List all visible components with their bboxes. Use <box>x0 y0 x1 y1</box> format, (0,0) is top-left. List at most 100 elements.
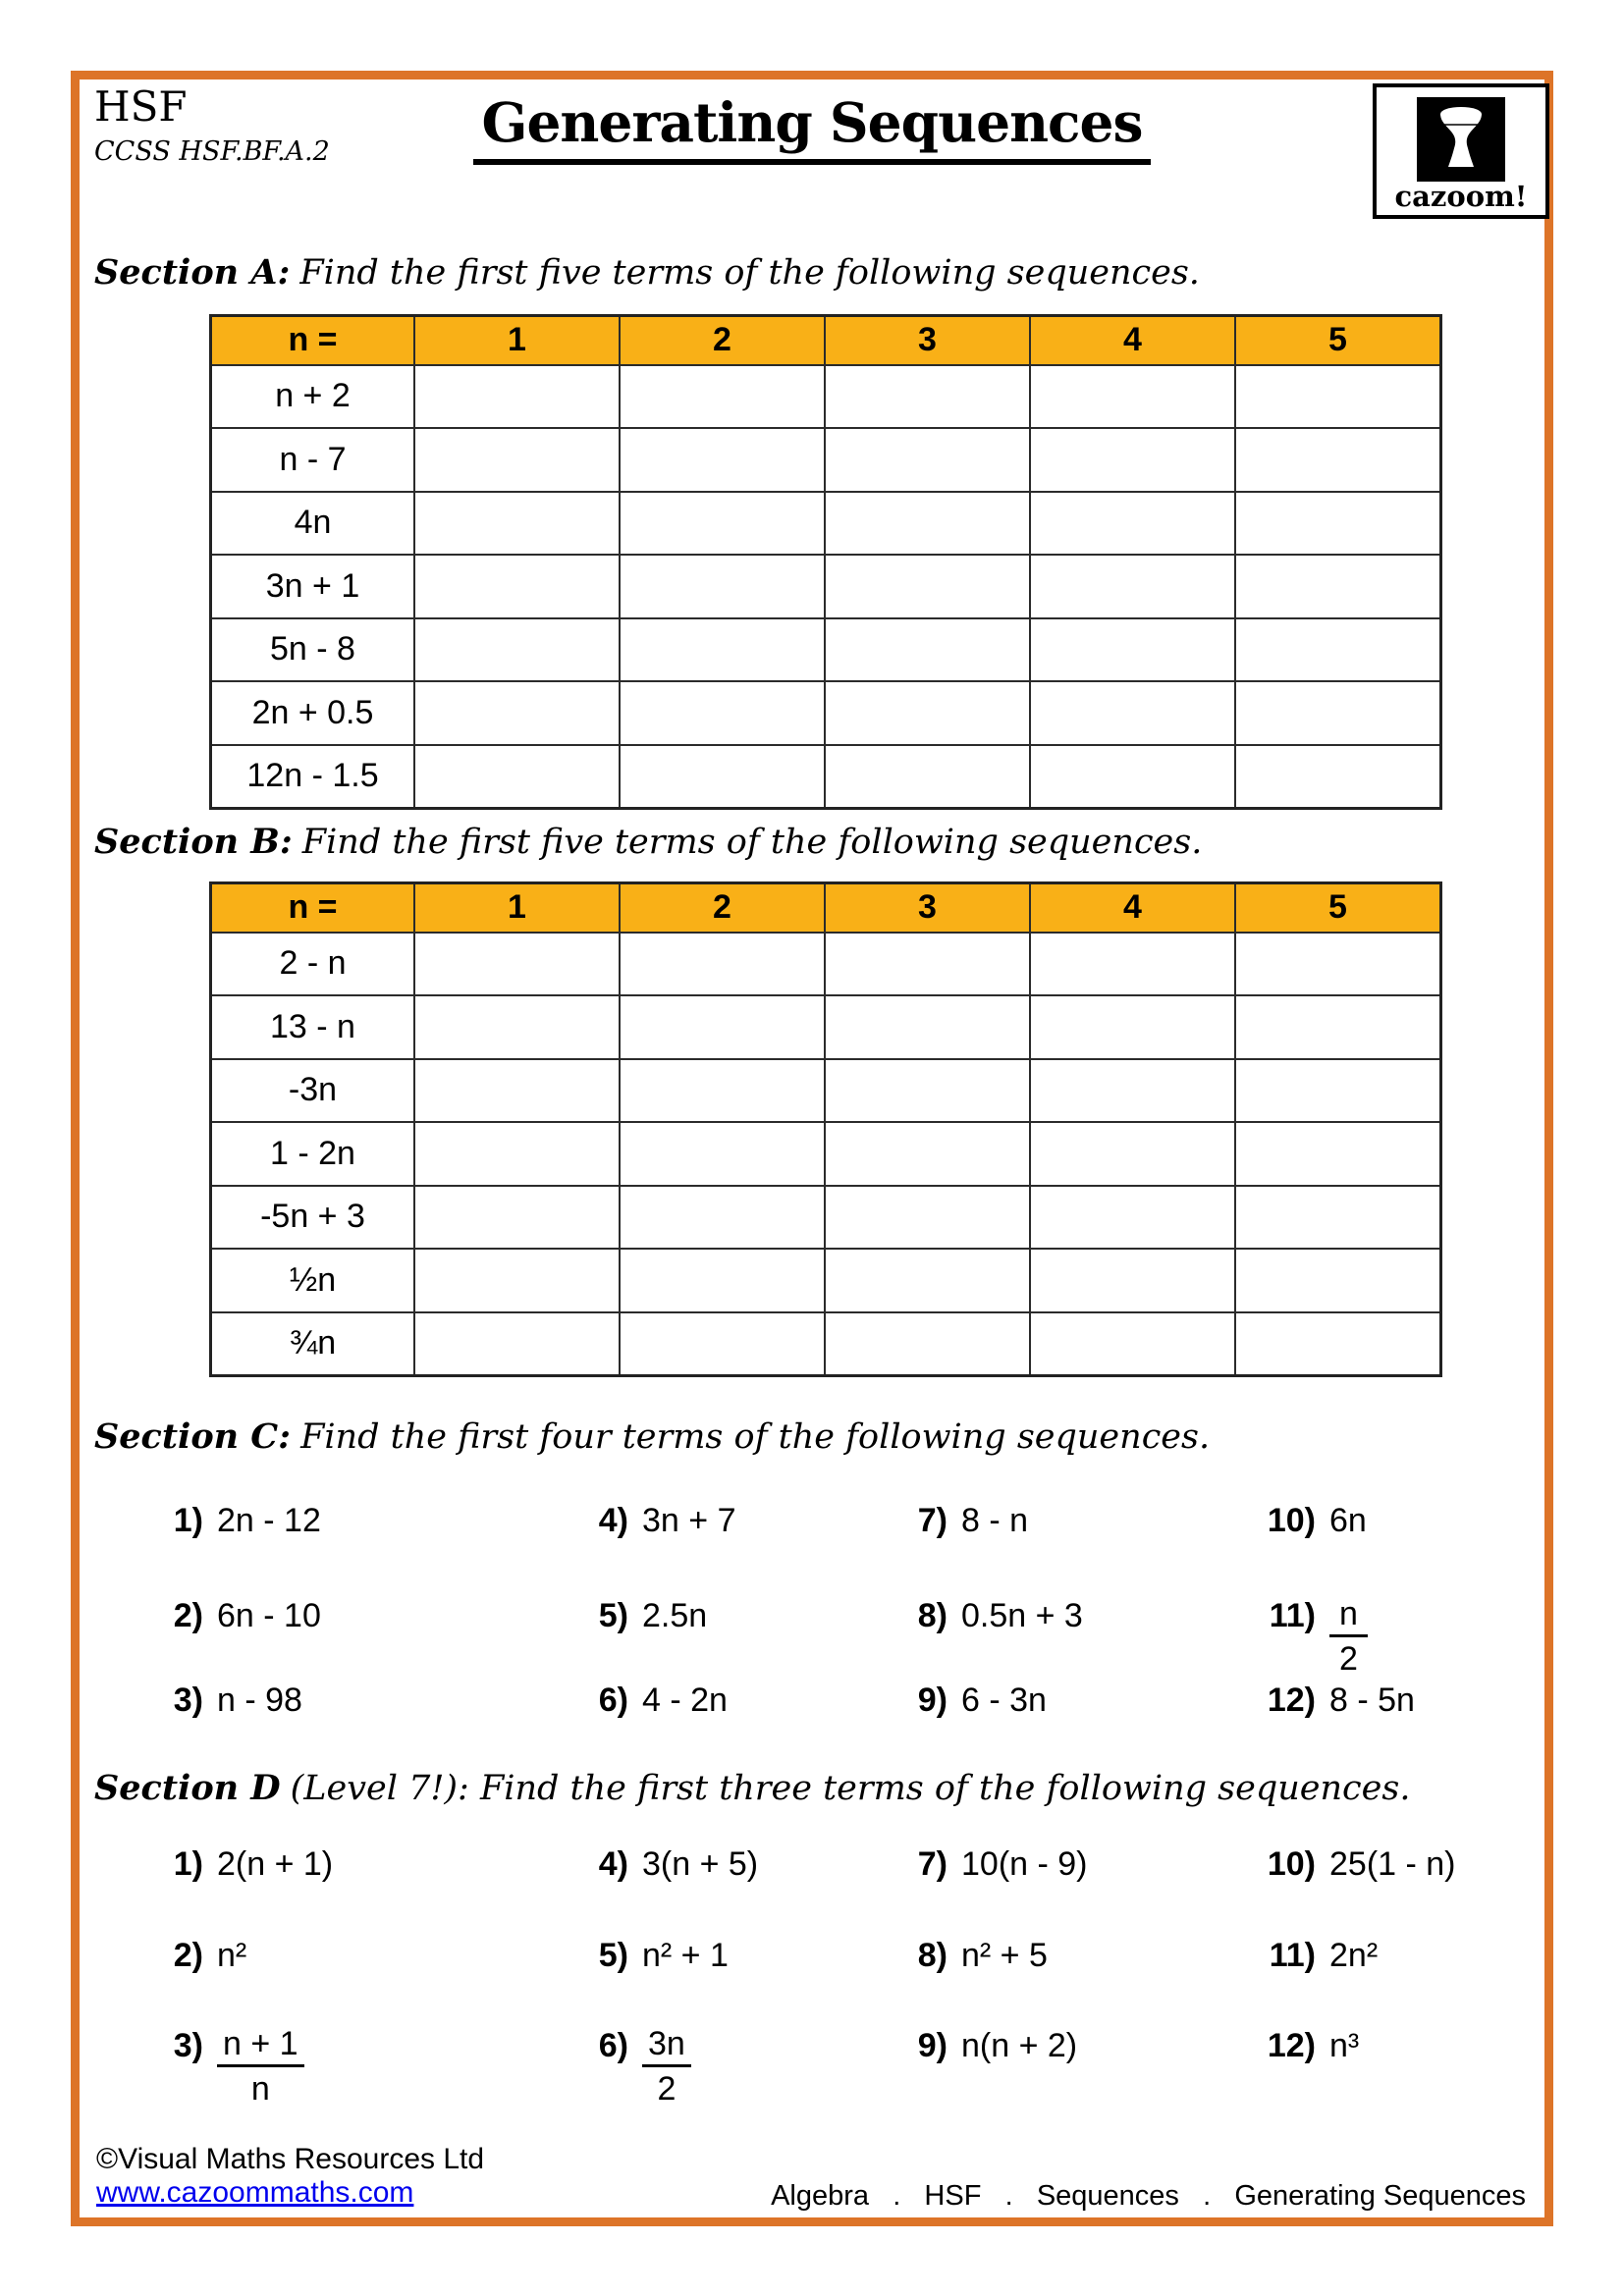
answer-cell <box>413 490 621 556</box>
problem-c6: 6) 4 - 2n <box>598 1682 728 1719</box>
problem-c10: 10) 6n <box>1267 1502 1367 1539</box>
worksheet-code: HSF <box>94 82 188 131</box>
header-cell-3: 3 <box>824 314 1031 366</box>
answer-cell <box>824 490 1031 556</box>
section-a-heading: Section A: Find the first five terms of t… <box>94 251 1200 294</box>
header-cell-4: 4 <box>1029 314 1236 366</box>
section-b-instruction: Find the first five terms of the followi… <box>301 823 1203 862</box>
answer-cell <box>1234 1057 1442 1123</box>
problem-c5: 5) 2.5n <box>598 1597 708 1634</box>
problem-c1: 1) 2n - 12 <box>173 1502 321 1539</box>
problem-c3: 3) n - 98 <box>173 1682 302 1719</box>
header-cell-4: 4 <box>1029 881 1236 934</box>
section-c-label: Section C: <box>94 1416 292 1457</box>
sequence-rule: 4n <box>209 490 415 556</box>
problem-c4: 4) 3n + 7 <box>598 1502 736 1539</box>
answer-cell <box>413 1121 621 1187</box>
website-link[interactable]: www.cazoommaths.com <box>96 2176 414 2209</box>
answer-cell <box>824 1184 1031 1250</box>
answer-cell <box>413 616 621 682</box>
problem-c12: 12) 8 - 5n <box>1267 1682 1415 1719</box>
table-row: 1 - 2n <box>209 1121 1442 1187</box>
header-cell-1: 1 <box>413 314 621 366</box>
problem-c7: 7) 8 - n <box>917 1502 1029 1539</box>
answer-cell <box>824 427 1031 493</box>
answer-cell <box>619 427 826 493</box>
answer-cell <box>413 994 621 1060</box>
answer-cell <box>413 743 621 809</box>
answer-cell <box>619 994 826 1060</box>
problem-c11: 11) n 2 <box>1257 1594 1368 1679</box>
answer-cell <box>619 1057 826 1123</box>
table-row: 2 - n <box>209 931 1442 996</box>
answer-cell <box>619 554 826 619</box>
answer-cell <box>619 1121 826 1187</box>
section-a-label: Section A: <box>94 252 291 293</box>
table-row: 4n <box>209 490 1442 556</box>
answer-cell <box>619 743 826 809</box>
answer-cell <box>1234 490 1442 556</box>
answer-cell <box>1029 1057 1236 1123</box>
problem-c9: 9) 6 - 3n <box>917 1682 1047 1719</box>
drum-icon <box>1417 97 1505 182</box>
answer-cell <box>1029 931 1236 996</box>
table-row: ¾n <box>209 1310 1442 1376</box>
header-cell-3: 3 <box>824 881 1031 934</box>
answer-cell <box>1029 994 1236 1060</box>
problem-d1: 1) 2(n + 1) <box>173 1845 334 1883</box>
answer-cell <box>824 616 1031 682</box>
sequence-rule: ¾n <box>209 1310 415 1376</box>
table-row: 5n - 8 <box>209 616 1442 682</box>
answer-cell <box>1234 743 1442 809</box>
sequence-rule: 2n + 0.5 <box>209 680 415 746</box>
ccss-standard-code: CCSS HSF.BF.A.2 <box>94 136 330 167</box>
answer-cell <box>1029 1184 1236 1250</box>
sequence-rule: 12n - 1.5 <box>209 743 415 809</box>
section-a-table: n = 1 2 3 4 5 n + 2 n - 7 4n 3n + 1 5n -… <box>209 314 1442 810</box>
answer-cell <box>824 931 1031 996</box>
answer-cell <box>413 427 621 493</box>
answer-cell <box>1234 363 1442 429</box>
table-row: 13 - n <box>209 994 1442 1060</box>
answer-cell <box>1234 616 1442 682</box>
answer-cell <box>1234 427 1442 493</box>
fraction: 3n 2 <box>642 2024 691 2109</box>
answer-cell <box>824 680 1031 746</box>
answer-cell <box>1234 680 1442 746</box>
answer-cell <box>619 616 826 682</box>
problem-d6: 6) 3n 2 <box>569 2024 691 2109</box>
sequence-rule: n + 2 <box>209 363 415 429</box>
problem-d8: 8) n² + 5 <box>917 1937 1048 1974</box>
section-d-label: Section D <box>94 1768 281 1808</box>
answer-cell <box>413 1248 621 1313</box>
table-row: 2n + 0.5 <box>209 680 1442 746</box>
header-cell-2: 2 <box>619 314 826 366</box>
header-cell-2: 2 <box>619 881 826 934</box>
logo-wordmark: cazoom! <box>1394 180 1528 213</box>
problem-c2: 2) 6n - 10 <box>173 1597 321 1634</box>
answer-cell <box>824 1310 1031 1376</box>
answer-cell <box>824 363 1031 429</box>
answer-cell <box>619 490 826 556</box>
answer-cell <box>1029 616 1236 682</box>
answer-cell <box>1234 1248 1442 1313</box>
section-d-heading: Section D (Level 7!): Find the first thre… <box>94 1767 1410 1810</box>
breadcrumb-categories: Algebra . HSF . Sequences . Generating S… <box>771 2180 1526 2212</box>
table-row: n + 2 <box>209 363 1442 429</box>
problem-d5: 5) n² + 1 <box>598 1937 729 1974</box>
section-b-heading: Section B: Find the first five terms of t… <box>94 821 1202 864</box>
answer-cell <box>619 363 826 429</box>
answer-cell <box>413 931 621 996</box>
sequence-rule: 13 - n <box>209 994 415 1060</box>
answer-cell <box>824 1121 1031 1187</box>
page-title: Generating Sequences <box>473 92 1151 165</box>
answer-cell <box>1234 1121 1442 1187</box>
sequence-rule: -3n <box>209 1057 415 1123</box>
answer-cell <box>1029 554 1236 619</box>
answer-cell <box>1029 427 1236 493</box>
problem-d12: 12) n³ <box>1267 2027 1360 2064</box>
table-row: ½n <box>209 1248 1442 1313</box>
sequence-rule: ½n <box>209 1248 415 1313</box>
